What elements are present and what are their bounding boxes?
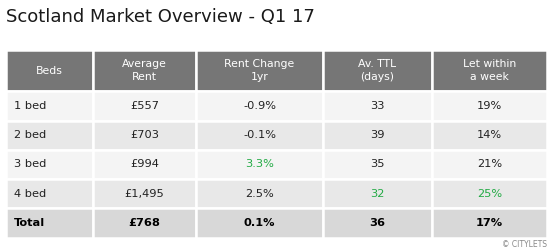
Text: 2 bed: 2 bed: [14, 130, 46, 140]
Text: 36: 36: [370, 218, 386, 228]
Bar: [6, 208, 92, 238]
Text: £703: £703: [130, 130, 159, 140]
Bar: [92, 50, 196, 91]
Text: 14%: 14%: [477, 130, 502, 140]
Bar: [196, 208, 323, 238]
Text: -0.1%: -0.1%: [243, 130, 276, 140]
Bar: [196, 120, 323, 150]
Text: 3 bed: 3 bed: [14, 160, 47, 170]
Bar: [432, 150, 547, 179]
Text: 1 bed: 1 bed: [14, 101, 47, 111]
Bar: [92, 179, 196, 208]
Bar: [6, 50, 92, 91]
Text: 4 bed: 4 bed: [14, 188, 46, 198]
Bar: [323, 50, 432, 91]
Bar: [6, 150, 92, 179]
Bar: [196, 50, 323, 91]
Text: 33: 33: [370, 101, 384, 111]
Text: Av. TTL
(days): Av. TTL (days): [359, 60, 397, 82]
Bar: [196, 150, 323, 179]
Bar: [196, 179, 323, 208]
Bar: [196, 91, 323, 120]
Bar: [432, 208, 547, 238]
Text: 25%: 25%: [477, 188, 502, 198]
Text: Let within
a week: Let within a week: [463, 60, 516, 82]
Bar: [432, 91, 547, 120]
Bar: [323, 120, 432, 150]
Bar: [323, 179, 432, 208]
Text: £768: £768: [129, 218, 161, 228]
Text: Average
Rent: Average Rent: [122, 60, 167, 82]
Text: £994: £994: [130, 160, 159, 170]
Text: Rent Change
1yr: Rent Change 1yr: [224, 60, 295, 82]
Text: 32: 32: [370, 188, 384, 198]
Text: £557: £557: [130, 101, 159, 111]
Bar: [6, 120, 92, 150]
Text: £1,495: £1,495: [124, 188, 164, 198]
Text: 39: 39: [370, 130, 384, 140]
Bar: [92, 150, 196, 179]
Text: 3.3%: 3.3%: [245, 160, 274, 170]
Text: 35: 35: [370, 160, 384, 170]
Text: Scotland Market Overview - Q1 17: Scotland Market Overview - Q1 17: [6, 8, 315, 26]
Bar: [323, 91, 432, 120]
Text: 21%: 21%: [477, 160, 502, 170]
Text: Beds: Beds: [36, 66, 63, 76]
Bar: [323, 208, 432, 238]
Text: 2.5%: 2.5%: [245, 188, 274, 198]
Bar: [92, 91, 196, 120]
Bar: [432, 120, 547, 150]
Bar: [432, 50, 547, 91]
Bar: [6, 91, 92, 120]
Bar: [92, 208, 196, 238]
Bar: [6, 179, 92, 208]
Text: -0.9%: -0.9%: [243, 101, 276, 111]
Bar: [432, 179, 547, 208]
Text: Total: Total: [14, 218, 46, 228]
Text: 17%: 17%: [476, 218, 503, 228]
Bar: [323, 150, 432, 179]
Text: 19%: 19%: [477, 101, 502, 111]
Text: © CITYLETS: © CITYLETS: [502, 240, 547, 249]
Bar: [92, 120, 196, 150]
Text: 0.1%: 0.1%: [244, 218, 276, 228]
